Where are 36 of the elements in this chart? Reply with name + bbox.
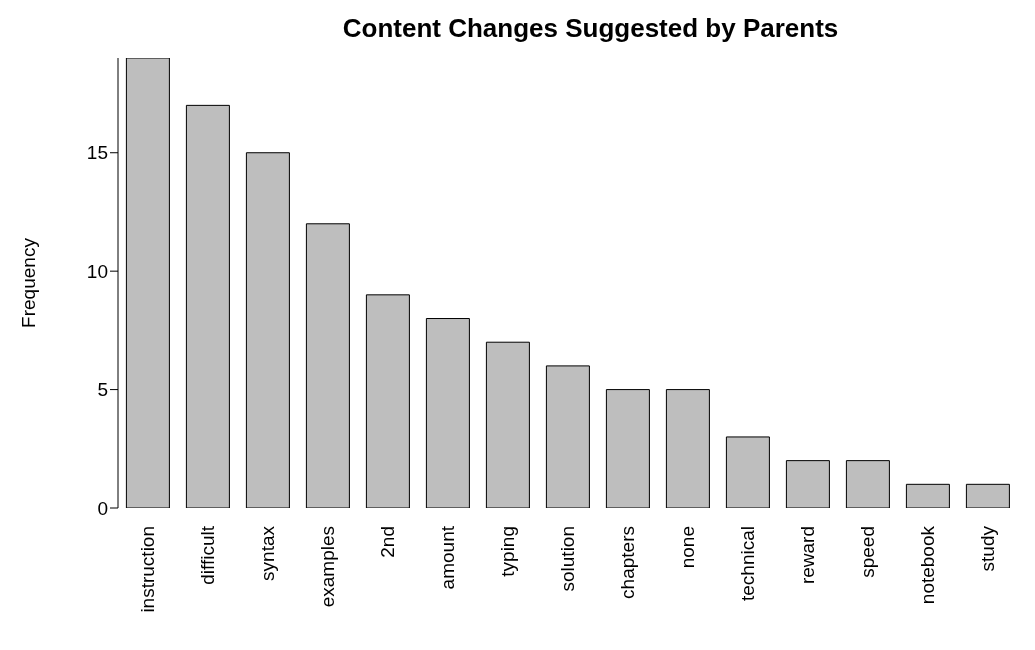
bar [425,318,470,508]
bar [185,104,230,508]
x-tick-label: speed [857,526,878,578]
bar [785,460,830,508]
x-tick-label: syntax [257,525,278,581]
x-tick-label: instruction [137,526,158,613]
x-tick-label: 2nd [377,526,398,558]
x-tick-label: difficult [197,525,218,585]
x-tick-label: reward [797,526,818,585]
y-tick-label: 10 [86,260,108,282]
bar [245,152,290,508]
x-tick-label: examples [317,526,338,608]
bar [965,483,1010,508]
x-tick-label: solution [557,526,578,592]
bar [725,436,770,508]
y-tick-label: 5 [97,379,108,401]
y-axis-title: Frequency [17,237,39,328]
bar [485,341,530,508]
bar [305,223,350,508]
bar [365,294,410,508]
bar [125,58,170,508]
x-tick-label: chapters [617,526,638,599]
chart-title: Content Changes Suggested by Parents [341,12,840,45]
bar [665,389,710,508]
x-tick-label: technical [737,526,758,601]
x-tick-label: amount [437,525,458,590]
bar [605,389,650,508]
x-tick-label: none [677,526,698,569]
bar [545,365,590,508]
x-tick-label: study [977,525,998,572]
bar [845,460,890,508]
y-tick-label: 0 [97,497,108,519]
x-tick-label: typing [497,526,518,577]
bar [905,483,950,508]
x-tick-label: notebook [917,525,938,605]
y-tick-label: 15 [86,142,108,164]
